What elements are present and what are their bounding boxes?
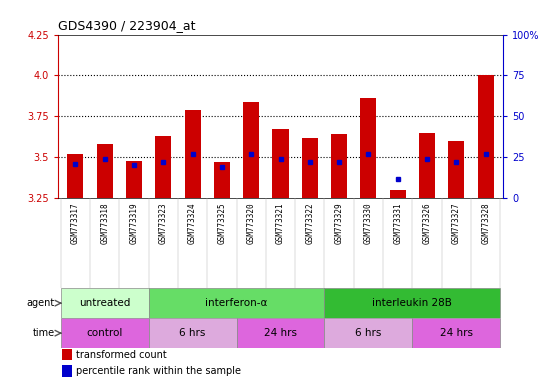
Text: GSM773317: GSM773317: [71, 203, 80, 244]
Text: agent: agent: [27, 298, 55, 308]
Text: GSM773327: GSM773327: [452, 203, 461, 244]
Bar: [67, 154, 84, 198]
Text: GSM773324: GSM773324: [188, 203, 197, 244]
Text: 24 hrs: 24 hrs: [440, 328, 473, 338]
Text: untreated: untreated: [79, 298, 130, 308]
Text: GSM773329: GSM773329: [334, 203, 344, 244]
Bar: [214, 162, 230, 198]
Text: GSM773331: GSM773331: [393, 203, 402, 244]
Text: percentile rank within the sample: percentile rank within the sample: [76, 366, 241, 376]
Text: GSM773318: GSM773318: [100, 203, 109, 244]
Bar: [148, 318, 236, 348]
Bar: [477, 76, 494, 198]
Bar: [302, 137, 318, 198]
Bar: [390, 190, 406, 198]
Bar: [412, 318, 500, 348]
Bar: [272, 129, 289, 198]
Bar: [360, 98, 377, 198]
Text: 24 hrs: 24 hrs: [264, 328, 297, 338]
Bar: [419, 133, 435, 198]
Bar: [324, 318, 412, 348]
Bar: [236, 318, 324, 348]
Text: GSM773330: GSM773330: [364, 203, 373, 244]
Text: GSM773321: GSM773321: [276, 203, 285, 244]
Bar: [97, 144, 113, 198]
Bar: [324, 288, 500, 318]
Bar: [155, 136, 171, 198]
Text: 6 hrs: 6 hrs: [179, 328, 206, 338]
Bar: [60, 288, 148, 318]
Bar: [448, 141, 464, 198]
Text: GSM773320: GSM773320: [247, 203, 256, 244]
Text: GDS4390 / 223904_at: GDS4390 / 223904_at: [58, 19, 195, 32]
Bar: [62, 349, 72, 360]
Bar: [126, 161, 142, 198]
Text: transformed count: transformed count: [76, 349, 167, 359]
Text: GSM773325: GSM773325: [217, 203, 227, 244]
Text: 6 hrs: 6 hrs: [355, 328, 382, 338]
Text: interferon-α: interferon-α: [205, 298, 268, 308]
Text: GSM773323: GSM773323: [159, 203, 168, 244]
Bar: [148, 288, 324, 318]
Text: GSM773322: GSM773322: [305, 203, 314, 244]
Text: GSM773326: GSM773326: [422, 203, 432, 244]
Bar: [331, 134, 347, 198]
Text: GSM773319: GSM773319: [129, 203, 139, 244]
Text: GSM773328: GSM773328: [481, 203, 490, 244]
Bar: [60, 318, 148, 348]
Bar: [62, 366, 72, 377]
Text: time: time: [33, 328, 55, 338]
Text: interleukin 28B: interleukin 28B: [372, 298, 452, 308]
Bar: [184, 110, 201, 198]
Text: control: control: [86, 328, 123, 338]
Bar: [243, 102, 259, 198]
